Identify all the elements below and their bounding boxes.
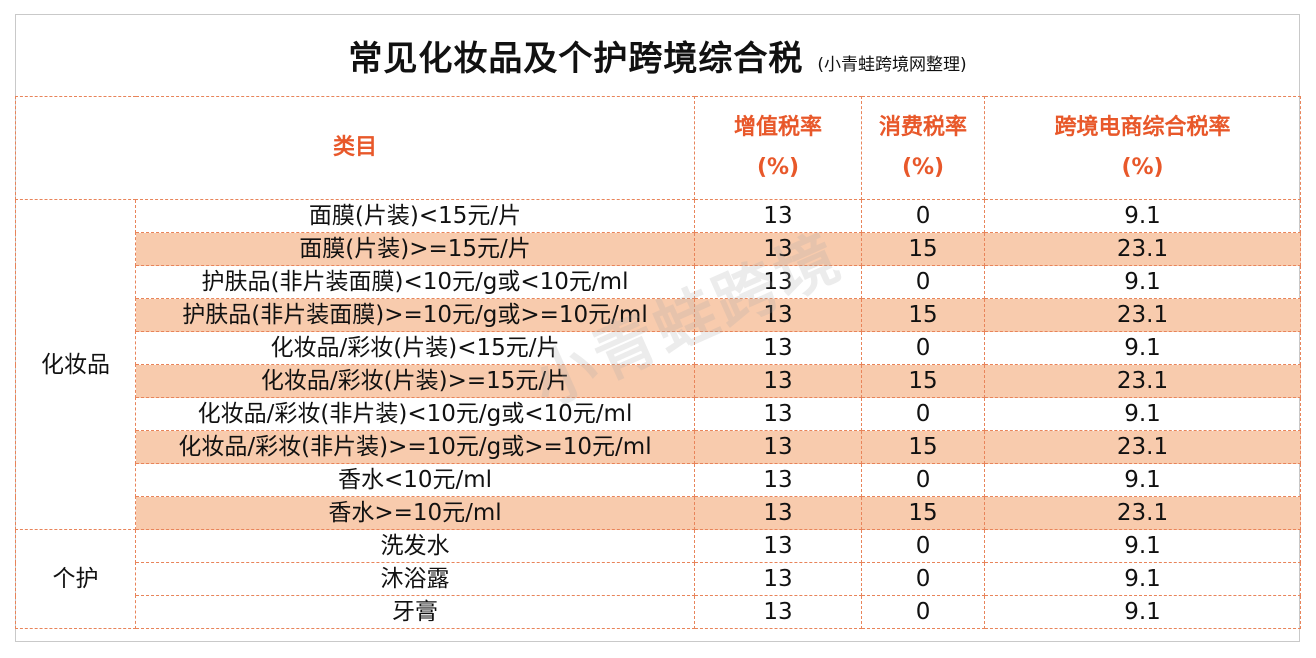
table-row: 面膜(片装)>=15元/片 13 15 23.1 xyxy=(16,232,1302,266)
group-personal-care: 个护 xyxy=(15,529,136,629)
vat-cell: 13 xyxy=(694,298,863,332)
consumption-cell: 0 xyxy=(861,463,986,497)
table-row: 护肤品(非片装面膜)<10元/g或<10元/ml 13 0 9.1 xyxy=(16,265,1302,299)
combined-cell: 23.1 xyxy=(984,496,1302,530)
consumption-cell: 0 xyxy=(861,331,986,365)
vat-cell: 13 xyxy=(694,364,863,398)
vat-cell: 13 xyxy=(694,199,863,233)
table-row: 香水>=10元/ml 13 15 23.1 xyxy=(16,496,1302,530)
combined-cell: 9.1 xyxy=(984,397,1302,431)
combined-cell: 9.1 xyxy=(984,463,1302,497)
combined-cell: 9.1 xyxy=(984,331,1302,365)
page-title: 常见化妆品及个护跨境综合税 xyxy=(348,38,804,79)
consumption-cell: 0 xyxy=(861,595,986,629)
title-row: 常见化妆品及个护跨境综合税 (小青蛙跨境网整理) xyxy=(15,14,1300,96)
item-cell: 香水<10元/ml xyxy=(134,463,696,497)
item-cell: 化妆品/彩妆(片装)<15元/片 xyxy=(134,331,696,365)
consumption-cell: 15 xyxy=(861,298,986,332)
item-cell: 面膜(片装)<15元/片 xyxy=(134,199,696,233)
combined-cell: 9.1 xyxy=(984,199,1302,233)
table-row: 化妆品 面膜(片装)<15元/片 13 0 9.1 xyxy=(15,199,1302,530)
combined-cell: 23.1 xyxy=(984,364,1302,398)
header-consumption-rate: 消费税率 (%) xyxy=(861,96,986,200)
tax-rate-table: 类目 增值税率 (%) 消费税率 (%) 跨境电商综合税率 (%) 化妆品 面膜(片装… xyxy=(14,96,1302,629)
consumption-cell: 15 xyxy=(861,232,986,266)
consumption-cell: 0 xyxy=(861,562,986,596)
consumption-cell: 15 xyxy=(861,364,986,398)
item-cell: 香水>=10元/ml xyxy=(134,496,696,530)
vat-cell: 13 xyxy=(694,529,863,563)
header-vat-rate: 增值税率 (%) xyxy=(694,96,863,200)
item-cell: 护肤品(非片装面膜)<10元/g或<10元/ml xyxy=(134,265,696,299)
combined-cell: 23.1 xyxy=(984,430,1302,464)
item-cell: 面膜(片装)>=15元/片 xyxy=(134,232,696,266)
combined-cell: 23.1 xyxy=(984,298,1302,332)
combined-cell: 9.1 xyxy=(984,265,1302,299)
table-row: 化妆品/彩妆(非片装)>=10元/g或>=10元/ml 13 15 23.1 xyxy=(16,430,1302,464)
consumption-cell: 0 xyxy=(861,529,986,563)
group-cosmetics: 化妆品 xyxy=(15,199,136,530)
combined-cell: 9.1 xyxy=(984,595,1302,629)
table-header-row: 类目 增值税率 (%) 消费税率 (%) 跨境电商综合税率 (%) xyxy=(14,96,1302,200)
table-row: 沐浴露 13 0 9.1 xyxy=(16,562,1302,596)
header-combined-rate: 跨境电商综合税率 (%) xyxy=(984,96,1302,200)
vat-cell: 13 xyxy=(694,430,863,464)
page-subtitle: (小青蛙跨境网整理) xyxy=(817,54,967,75)
table-row: 化妆品/彩妆(片装)>=15元/片 13 15 23.1 xyxy=(16,364,1302,398)
combined-cell: 9.1 xyxy=(984,562,1302,596)
consumption-cell: 0 xyxy=(861,397,986,431)
vat-cell: 13 xyxy=(694,496,863,530)
table-row: 香水<10元/ml 13 0 9.1 xyxy=(16,463,1302,497)
item-cell: 化妆品/彩妆(非片装)<10元/g或<10元/ml xyxy=(134,397,696,431)
vat-cell: 13 xyxy=(694,265,863,299)
vat-cell: 13 xyxy=(694,463,863,497)
consumption-cell: 15 xyxy=(861,430,986,464)
item-cell: 化妆品/彩妆(片装)>=15元/片 xyxy=(134,364,696,398)
table-row: 牙膏 13 0 9.1 xyxy=(16,595,1302,629)
header-category: 类目 xyxy=(14,96,696,200)
vat-cell: 13 xyxy=(694,331,863,365)
table-row: 化妆品/彩妆(非片装)<10元/g或<10元/ml 13 0 9.1 xyxy=(16,397,1302,431)
vat-cell: 13 xyxy=(694,397,863,431)
consumption-cell: 0 xyxy=(861,265,986,299)
table-row: 个护 洗发水 13 0 9.1 xyxy=(15,529,1302,629)
vat-cell: 13 xyxy=(694,232,863,266)
table-row: 化妆品/彩妆(片装)<15元/片 13 0 9.1 xyxy=(16,331,1302,365)
consumption-cell: 0 xyxy=(861,199,986,233)
consumption-cell: 15 xyxy=(861,496,986,530)
item-cell: 牙膏 xyxy=(134,595,696,629)
item-cell: 沐浴露 xyxy=(134,562,696,596)
item-cell: 洗发水 xyxy=(134,529,696,563)
table-row: 护肤品(非片装面膜)>=10元/g或>=10元/ml 13 15 23.1 xyxy=(16,298,1302,332)
vat-cell: 13 xyxy=(694,595,863,629)
combined-cell: 23.1 xyxy=(984,232,1302,266)
combined-cell: 9.1 xyxy=(984,529,1302,563)
vat-cell: 13 xyxy=(694,562,863,596)
item-cell: 化妆品/彩妆(非片装)>=10元/g或>=10元/ml xyxy=(134,430,696,464)
item-cell: 护肤品(非片装面膜)>=10元/g或>=10元/ml xyxy=(134,298,696,332)
